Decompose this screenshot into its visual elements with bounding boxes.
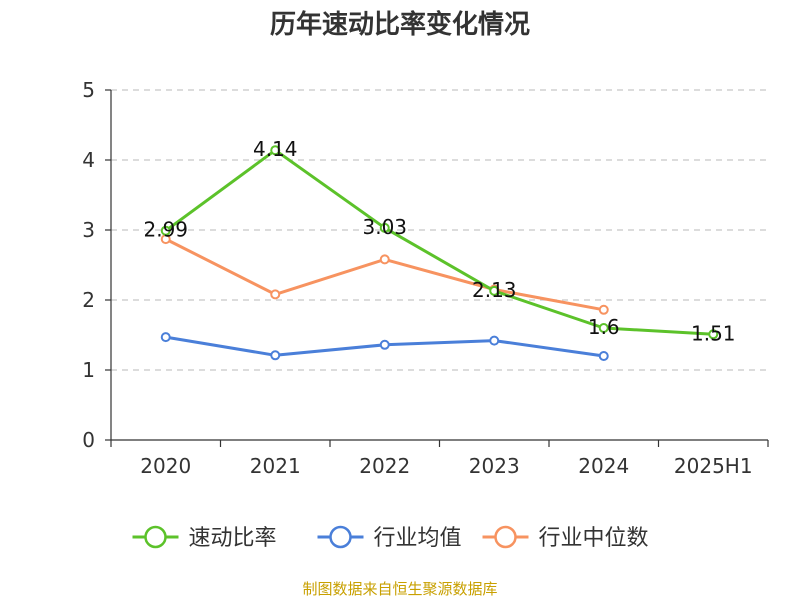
y-tick-label: 4 <box>82 148 95 172</box>
data-label: 4.14 <box>253 137 298 161</box>
data-point-行业中位数[interactable] <box>598 304 609 315</box>
y-tick-label: 1 <box>82 358 95 382</box>
data-point-速动比率[interactable] <box>270 145 281 156</box>
data-point-速动比率[interactable] <box>708 329 719 340</box>
grid-lines <box>111 89 768 371</box>
data-point-速动比率[interactable] <box>160 225 171 236</box>
y-tick-label: 3 <box>82 218 95 242</box>
legend-item-速动比率[interactable]: 速动比率 <box>132 525 277 551</box>
legend-label: 行业中位数 <box>539 526 649 551</box>
legend[interactable]: 速动比率 行业均值 行业中位数 <box>132 525 649 551</box>
x-tick-label: 2021 <box>250 454 301 478</box>
data-point-行业均值[interactable] <box>489 335 500 346</box>
data-point-速动比率[interactable] <box>379 222 390 233</box>
chart-title: 历年速动比率变化情况 <box>270 9 530 40</box>
source-note: 制图数据来自恒生聚源数据库 <box>302 580 497 598</box>
data-label: 1.51 <box>691 321 736 345</box>
data-point-行业均值[interactable] <box>160 332 171 343</box>
data-point-行业均值[interactable] <box>598 351 609 361</box>
data-point-行业均值[interactable] <box>270 350 281 361</box>
legend-label: 速动比率 <box>189 526 277 551</box>
x-tick-label: 2022 <box>359 454 410 478</box>
data-point-行业中位数[interactable] <box>379 254 390 265</box>
data-label: 2.13 <box>472 278 517 302</box>
x-tick-label: 2024 <box>578 454 629 478</box>
data-point-速动比率[interactable] <box>489 285 500 296</box>
legend-item-行业中位数[interactable]: 行业中位数 <box>482 525 649 551</box>
data-point-行业均值[interactable] <box>379 339 390 350</box>
y-tick-label: 2 <box>82 288 95 312</box>
x-tick-label: 2023 <box>469 454 520 478</box>
data-label: 3.03 <box>362 215 407 239</box>
y-tick-label: 0 <box>82 428 95 452</box>
data-label: 1.6 <box>588 315 620 339</box>
y-tick-label: 5 <box>82 78 95 102</box>
x-tick-label: 2025H1 <box>674 454 753 478</box>
legend-swatch-marker <box>329 525 352 549</box>
series-line-速动比率 <box>164 148 714 336</box>
tick-labels: 0 1 2 3 4 5 2020 2021 2022 2023 2024 2025H1 <box>82 78 752 478</box>
legend-swatch-marker <box>494 525 517 549</box>
legend-label: 行业均值 <box>374 526 462 551</box>
x-tick-label: 2020 <box>140 454 191 478</box>
legend-item-行业均值[interactable]: 行业均值 <box>317 525 462 551</box>
series-line-行业中位数 <box>165 237 605 312</box>
data-point-速动比率[interactable] <box>598 323 609 333</box>
data-label: 2.99 <box>143 218 188 242</box>
legend-swatch-marker <box>144 525 167 549</box>
series-group <box>160 145 719 361</box>
data-point-行业中位数[interactable] <box>270 289 281 300</box>
data-labels: 2.99 4.14 3.03 2.13 1.6 1.51 <box>143 137 735 345</box>
axes <box>105 89 769 447</box>
